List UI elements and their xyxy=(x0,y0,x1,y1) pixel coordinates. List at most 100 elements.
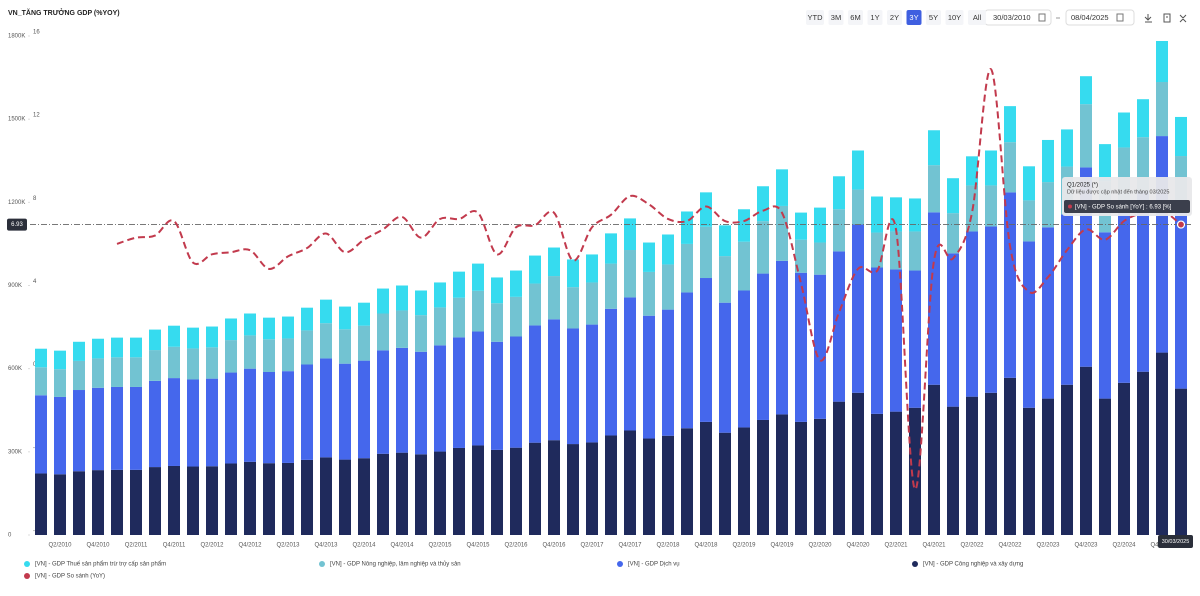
bar-segment xyxy=(510,447,522,535)
bar-segment xyxy=(1004,106,1016,143)
bar-segment xyxy=(985,185,997,227)
bar-segment xyxy=(947,406,959,535)
bar-segment xyxy=(681,292,693,429)
bar-segment xyxy=(1156,40,1168,83)
bar-segment xyxy=(168,346,180,379)
bar-segment xyxy=(225,318,237,341)
bar-segment xyxy=(852,224,864,393)
bar-segment xyxy=(1080,366,1092,535)
bar-segment xyxy=(510,296,522,337)
legend-label[interactable]: [VN] - GDP Công nghiệp và xây dựng xyxy=(923,562,1023,568)
reference-label: 6.93 xyxy=(11,222,23,228)
range-button[interactable] xyxy=(968,10,986,25)
bar-segment xyxy=(187,348,199,380)
bar-segment xyxy=(966,231,978,397)
bar-segment xyxy=(852,150,864,190)
bar-segment xyxy=(586,282,598,325)
bar-segment xyxy=(434,307,446,346)
x-tick-label: Q2/2018 xyxy=(656,543,680,549)
bar-segment xyxy=(434,345,446,452)
bar-segment xyxy=(890,411,902,535)
y-tick-label: 1200K xyxy=(8,200,25,206)
bar-segment xyxy=(491,341,503,450)
bar-segment xyxy=(1004,142,1016,193)
bar-segment xyxy=(947,178,959,214)
range-button[interactable] xyxy=(848,10,863,25)
bar-segment xyxy=(301,307,313,331)
legend-swatch[interactable] xyxy=(24,561,30,567)
bar-segment xyxy=(1080,76,1092,105)
legend-label[interactable]: [VN] - GDP Dịch vụ xyxy=(628,562,680,568)
y-tick-label: 1800K xyxy=(8,34,25,40)
bar-segment xyxy=(282,371,294,463)
bar-segment xyxy=(700,278,712,422)
bar-segment xyxy=(700,421,712,535)
bar-segment xyxy=(1118,112,1130,148)
legend-swatch[interactable] xyxy=(24,573,30,579)
x-tick-label: Q2/2014 xyxy=(352,543,376,549)
legend-swatch[interactable] xyxy=(912,561,918,567)
x-tick-label: Q4/2020 xyxy=(846,543,870,549)
bar-segment xyxy=(92,358,104,388)
bar-segment xyxy=(548,247,560,277)
bar-segment xyxy=(396,452,408,535)
range-button[interactable] xyxy=(906,10,922,25)
bar-segment xyxy=(339,459,351,535)
bar-segment xyxy=(54,474,66,535)
bar-segment xyxy=(358,458,370,535)
bar-segment xyxy=(871,413,883,535)
expand-icon[interactable] xyxy=(1179,14,1187,23)
bar-segment xyxy=(776,260,788,415)
download-icon[interactable] xyxy=(1144,14,1152,23)
bar-segment xyxy=(339,329,351,364)
range-button[interactable] xyxy=(887,10,902,25)
bar-segment xyxy=(35,395,47,474)
bar-segment xyxy=(890,269,902,412)
legend-swatch[interactable] xyxy=(319,561,325,567)
bar-segment xyxy=(605,233,617,264)
bar-segment xyxy=(985,392,997,535)
bar-segment xyxy=(320,358,332,458)
bar-segment xyxy=(1175,388,1187,535)
bar-segment xyxy=(206,466,218,535)
range-label: 5Y xyxy=(929,13,938,22)
bar-segment xyxy=(1118,206,1130,383)
calendar-icon[interactable] xyxy=(1038,13,1046,22)
range-button[interactable] xyxy=(806,10,824,25)
y-tick-label: 600K xyxy=(8,366,22,372)
bar-segment xyxy=(1023,166,1035,201)
bar-segment xyxy=(605,263,617,309)
bar-segment xyxy=(1175,201,1187,389)
bar-segment xyxy=(795,421,807,535)
bar-segment xyxy=(833,209,845,252)
legend-swatch[interactable] xyxy=(617,561,623,567)
bar-segment xyxy=(947,213,959,254)
bar-segment xyxy=(681,428,693,535)
range-button[interactable] xyxy=(926,10,941,25)
bar-segment xyxy=(130,337,142,358)
range-button[interactable] xyxy=(867,10,883,25)
range-button[interactable] xyxy=(828,10,844,25)
bar-segment xyxy=(35,348,47,368)
bar-segment xyxy=(263,317,275,340)
bar-segment xyxy=(852,392,864,535)
bar-segment xyxy=(282,316,294,339)
range-label: 3Y xyxy=(909,13,918,22)
bar-segment xyxy=(301,459,313,535)
legend-label[interactable]: [VN] - GDP Thuế sản phẩm trừ trợ cấp sản… xyxy=(35,561,166,568)
legend-label[interactable]: [VN] - GDP Nông nghiệp, lâm nghiệp và th… xyxy=(330,561,461,568)
crosshair-label: 30/03/2025 xyxy=(1162,539,1190,545)
range-button[interactable] xyxy=(945,10,964,25)
share-icon[interactable] xyxy=(1163,13,1171,23)
bar-segment xyxy=(244,368,256,462)
bar-segment xyxy=(396,310,408,348)
bar-segment xyxy=(833,176,845,210)
bar-segment xyxy=(111,337,123,358)
crosshair-badge xyxy=(1158,535,1193,548)
bar-segment xyxy=(662,234,674,265)
bar-segment xyxy=(871,232,883,268)
x-tick-label: Q4/2017 xyxy=(618,543,642,549)
calendar-icon[interactable] xyxy=(1116,13,1124,22)
legend-label[interactable]: [VN] - GDP So sánh (YoY) xyxy=(35,574,105,580)
